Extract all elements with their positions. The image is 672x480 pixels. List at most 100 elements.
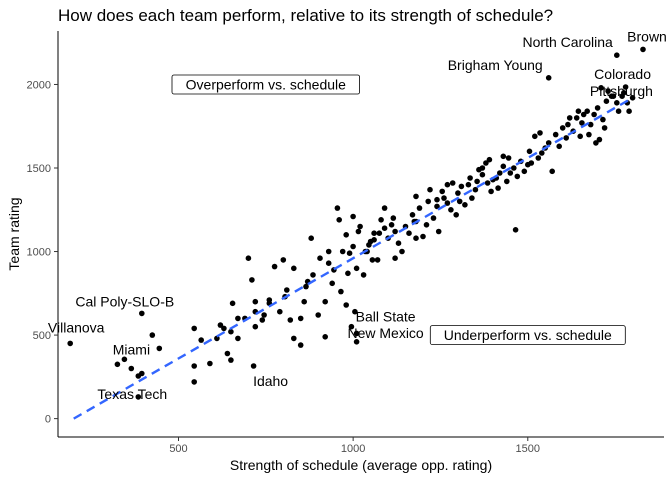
data-point — [629, 95, 636, 101]
data-point — [593, 140, 599, 146]
data-point — [584, 108, 590, 114]
point-label: Cal Poly-SLO-B — [75, 293, 174, 309]
data-point — [374, 257, 381, 263]
data-point — [343, 302, 350, 308]
data-point — [322, 298, 329, 305]
data-point — [449, 180, 456, 186]
data-point — [334, 205, 341, 211]
data-point — [495, 185, 501, 191]
point-label: Villanova — [48, 319, 105, 335]
annotation-box: Overperform vs. schedule — [171, 74, 361, 95]
data-point — [413, 235, 419, 241]
data-point — [291, 265, 297, 272]
point-label: Idaho — [253, 373, 288, 389]
data-point — [469, 195, 475, 201]
data-point — [521, 168, 528, 175]
data-point — [434, 196, 440, 203]
y-tick-label: 1000 — [27, 247, 51, 259]
data-point — [235, 335, 241, 342]
data-point — [472, 186, 479, 193]
x-tick-label: 500 — [169, 443, 187, 455]
data-point — [371, 230, 377, 236]
data-point — [467, 175, 473, 181]
data-point — [556, 143, 562, 150]
data-point — [552, 131, 559, 138]
data-point — [462, 202, 468, 208]
data-point — [271, 263, 278, 270]
data-point — [378, 217, 384, 223]
data-point — [406, 230, 412, 236]
point-label: Pittsburgh — [590, 83, 653, 99]
x-tick-label: 1000 — [341, 443, 365, 455]
data-point — [301, 298, 308, 305]
plot-area: North Carolina Brown Brigham Young Colorado… — [48, 28, 667, 420]
data-point — [444, 200, 451, 206]
data-point — [565, 121, 571, 128]
data-point — [139, 370, 145, 377]
data-point — [381, 205, 388, 211]
data-point — [325, 248, 332, 255]
data-point — [594, 105, 601, 111]
labeled-data-point — [114, 361, 121, 368]
data-point — [505, 155, 512, 161]
data-point — [355, 228, 362, 235]
data-point — [297, 342, 304, 348]
data-point — [511, 165, 517, 171]
data-point — [191, 325, 197, 332]
data-point — [575, 108, 582, 114]
data-point — [545, 140, 552, 146]
labeled-data-point — [353, 339, 360, 345]
data-point — [614, 100, 620, 106]
point-label: Colorado — [594, 66, 651, 82]
data-point — [149, 332, 156, 338]
chart-title: How does each team perform, relative to … — [58, 6, 553, 25]
labeled-data-point — [67, 340, 73, 347]
data-point — [376, 230, 383, 236]
data-point — [388, 222, 395, 228]
data-point — [392, 255, 398, 261]
data-point — [526, 148, 533, 155]
data-point — [484, 180, 491, 186]
data-point — [395, 240, 402, 246]
data-point — [325, 260, 332, 267]
data-point — [348, 323, 355, 330]
labeled-data-point — [610, 93, 617, 99]
data-point — [512, 227, 519, 233]
data-point — [441, 195, 447, 201]
labeled-data-point — [135, 394, 142, 400]
data-point — [217, 322, 224, 328]
data-point — [427, 186, 433, 193]
point-label: Miami — [113, 341, 150, 357]
data-point — [287, 317, 294, 323]
data-point — [338, 288, 344, 295]
data-point — [591, 111, 597, 118]
data-point — [121, 356, 128, 363]
point-label: Brigham Young — [448, 57, 543, 73]
data-point — [191, 379, 197, 385]
data-point — [598, 85, 604, 91]
annotation-label: Underperform vs. schedule — [444, 327, 612, 343]
data-point — [315, 312, 322, 318]
data-point — [486, 156, 493, 163]
data-point — [425, 198, 432, 205]
data-point — [603, 98, 610, 104]
data-point — [435, 228, 442, 235]
data-point — [416, 205, 423, 211]
data-point — [479, 165, 486, 171]
data-point — [448, 207, 454, 213]
data-point — [420, 233, 426, 240]
data-point — [444, 181, 451, 188]
data-point — [532, 133, 538, 140]
data-point — [488, 188, 494, 195]
data-point — [322, 334, 329, 340]
data-point — [500, 153, 507, 160]
y-tick-label: 0 — [45, 414, 51, 426]
data-point — [500, 163, 507, 170]
data-point — [198, 337, 204, 343]
data-point — [390, 215, 397, 221]
data-point — [563, 135, 569, 141]
data-point — [329, 280, 336, 287]
labeled-data-point — [545, 75, 552, 81]
data-point — [345, 270, 351, 277]
y-tick-label: 1500 — [27, 163, 51, 175]
